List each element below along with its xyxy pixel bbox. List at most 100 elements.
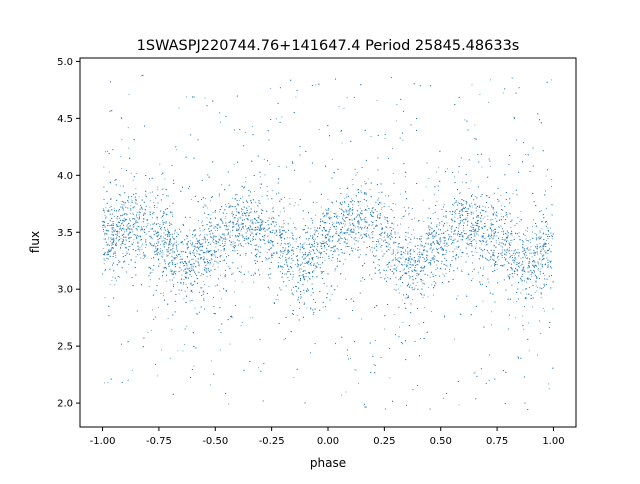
data-point: [263, 158, 265, 160]
data-point: [415, 264, 417, 266]
data-point: [470, 226, 472, 228]
data-point: [196, 250, 198, 252]
data-point: [219, 274, 222, 276]
data-point: [404, 253, 406, 255]
data-point: [551, 244, 553, 246]
data-point: [206, 276, 208, 278]
data-point: [459, 215, 461, 217]
data-point: [507, 261, 510, 263]
data-point: [458, 223, 460, 225]
data-point: [267, 239, 269, 241]
data-point: [458, 404, 460, 406]
data-point: [540, 210, 543, 212]
data-point: [267, 248, 269, 250]
data-point: [175, 240, 177, 242]
data-point: [480, 209, 483, 211]
data-point: [180, 282, 182, 284]
data-point: [126, 224, 128, 226]
data-point: [120, 237, 122, 239]
data-point: [186, 272, 188, 274]
data-point: [143, 226, 145, 228]
data-point: [283, 243, 285, 245]
data-point: [520, 258, 522, 260]
data-point: [526, 267, 529, 269]
data-point: [474, 235, 476, 237]
data-point: [393, 313, 395, 316]
data-point: [413, 260, 415, 262]
data-point: [459, 249, 461, 251]
data-point: [185, 270, 187, 272]
data-point: [433, 240, 435, 243]
data-point: [171, 249, 173, 251]
data-point: [205, 239, 207, 241]
data-point: [483, 266, 485, 268]
data-point: [175, 241, 178, 244]
data-point: [487, 206, 490, 209]
data-point: [391, 148, 394, 150]
data-point: [151, 243, 153, 245]
data-point: [487, 215, 489, 217]
data-point: [501, 252, 503, 254]
data-point: [375, 255, 377, 257]
data-point: [331, 294, 333, 296]
data-point: [498, 243, 500, 246]
data-point: [316, 201, 318, 203]
data-point: [247, 227, 249, 229]
data-point: [356, 172, 358, 174]
data-point: [132, 241, 134, 244]
data-point: [449, 270, 451, 273]
data-point: [453, 241, 455, 244]
data-point: [229, 231, 231, 233]
data-point: [391, 236, 393, 238]
data-point: [306, 260, 308, 263]
data-point: [176, 232, 178, 234]
data-point: [432, 294, 435, 296]
data-point: [284, 273, 286, 275]
data-point: [314, 267, 316, 269]
data-point: [151, 271, 153, 273]
data-point: [176, 149, 178, 151]
data-point: [213, 253, 215, 255]
data-point: [397, 251, 399, 253]
data-point: [384, 218, 386, 220]
data-point: [217, 223, 219, 225]
data-point: [208, 270, 210, 272]
data-point: [299, 267, 301, 269]
data-point: [283, 250, 285, 252]
data-point: [544, 274, 546, 277]
data-point: [525, 248, 527, 250]
data-point: [316, 230, 318, 232]
data-point: [525, 281, 528, 283]
data-point: [281, 251, 283, 253]
data-point: [445, 217, 447, 219]
data-point: [347, 216, 349, 218]
data-point: [169, 237, 171, 239]
data-point: [477, 271, 479, 273]
data-point: [265, 234, 267, 236]
data-point: [495, 242, 497, 244]
data-point: [229, 343, 231, 345]
data-point: [301, 252, 303, 254]
data-point: [178, 293, 180, 295]
data-point: [403, 215, 406, 217]
data-point: [139, 253, 141, 256]
data-point: [230, 205, 232, 207]
data-point: [331, 221, 333, 223]
data-point: [551, 179, 553, 181]
data-point: [167, 228, 169, 230]
data-point: [329, 230, 331, 232]
data-point: [242, 245, 244, 247]
data-point: [118, 232, 120, 234]
data-point: [543, 310, 545, 312]
data-point: [547, 223, 549, 225]
chart-title: 1SWASPJ220744.76+141647.4 Period 25845.4…: [137, 38, 520, 54]
data-point: [464, 119, 466, 121]
data-point: [143, 230, 145, 232]
data-point: [471, 271, 473, 273]
data-point: [107, 251, 109, 253]
data-point: [418, 323, 420, 325]
data-point: [491, 256, 493, 258]
data-point: [218, 195, 221, 197]
data-point: [113, 237, 115, 239]
data-point: [213, 263, 215, 265]
